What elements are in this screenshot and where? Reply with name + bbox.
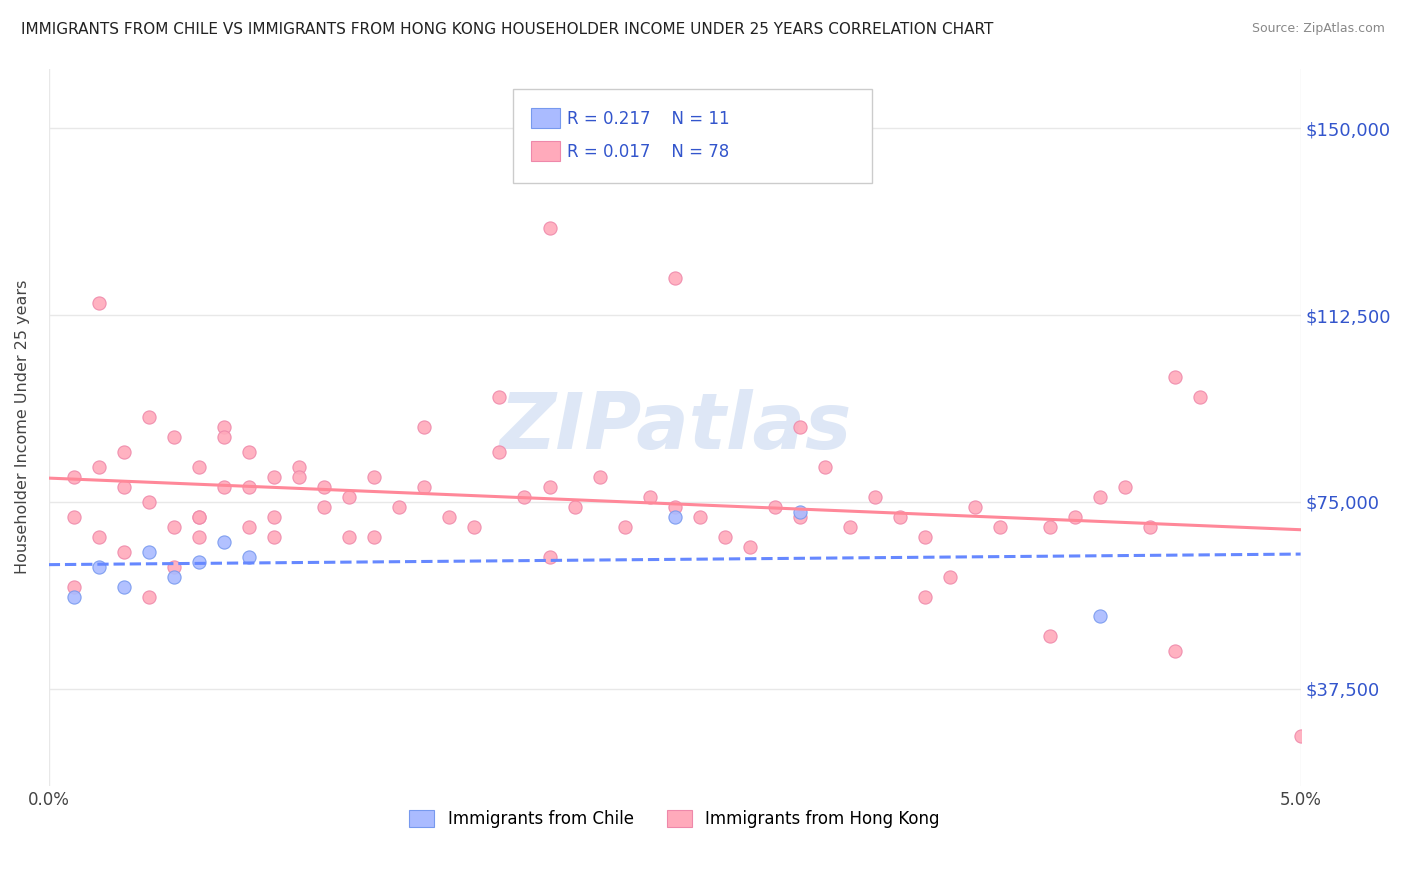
Point [188,555,211,569]
Point [1090,609,1112,624]
Point [188,460,211,475]
Point [988,520,1011,534]
Point [488,445,510,459]
Point [212,430,235,444]
Point [212,534,235,549]
Text: ZIPatlas: ZIPatlas [499,389,851,465]
Point [163,430,186,444]
Point [238,549,260,564]
Point [564,500,586,514]
Point [789,509,811,524]
Point [914,590,936,604]
Point [288,470,311,484]
Point [789,505,811,519]
Point [212,420,235,434]
Point [188,509,211,524]
Point [87,559,110,574]
Point [713,530,735,544]
Point [62,590,84,604]
Point [863,490,886,504]
Point [163,559,186,574]
Point [664,270,686,285]
Point [1039,520,1062,534]
Point [138,590,160,604]
Point [613,520,636,534]
Point [839,520,862,534]
Point [1289,729,1312,743]
Point [314,500,336,514]
Point [965,500,987,514]
Point [62,509,84,524]
Point [87,530,110,544]
Point [62,580,84,594]
Point [789,420,811,434]
Point [1039,629,1062,643]
Point [1164,644,1187,658]
Point [238,520,260,534]
Point [538,480,561,494]
Point [263,470,285,484]
Point [638,490,661,504]
Point [538,549,561,564]
Point [112,544,135,558]
Point [763,500,786,514]
Point [87,295,110,310]
Point [238,445,260,459]
Point [814,460,837,475]
Point [188,530,211,544]
Point [388,500,411,514]
Point [212,480,235,494]
Text: IMMIGRANTS FROM CHILE VS IMMIGRANTS FROM HONG KONG HOUSEHOLDER INCOME UNDER 25 Y: IMMIGRANTS FROM CHILE VS IMMIGRANTS FROM… [21,22,994,37]
Point [439,509,461,524]
Point [664,500,686,514]
Point [463,520,485,534]
Point [413,480,436,494]
Point [1090,490,1112,504]
Point [263,530,285,544]
Point [363,470,385,484]
Point [138,495,160,509]
Point [1139,520,1161,534]
Point [488,390,510,404]
Point [413,420,436,434]
Point [1114,480,1136,494]
Point [288,460,311,475]
Point [112,445,135,459]
Point [939,569,962,583]
Point [889,509,911,524]
Point [1164,370,1187,384]
Point [664,509,686,524]
Point [689,509,711,524]
Point [112,480,135,494]
Text: R = 0.017    N = 78: R = 0.017 N = 78 [567,143,728,161]
Point [513,490,536,504]
Text: R = 0.217    N = 11: R = 0.217 N = 11 [567,110,730,128]
Point [87,460,110,475]
Point [914,530,936,544]
Point [138,410,160,425]
Point [1064,509,1087,524]
Y-axis label: Householder Income Under 25 years: Householder Income Under 25 years [15,280,30,574]
Point [188,509,211,524]
Point [163,569,186,583]
Point [112,580,135,594]
Point [738,540,761,554]
Point [588,470,610,484]
Text: Source: ZipAtlas.com: Source: ZipAtlas.com [1251,22,1385,36]
Point [138,544,160,558]
Point [263,509,285,524]
Point [1189,390,1212,404]
Point [238,480,260,494]
Legend: Immigrants from Chile, Immigrants from Hong Kong: Immigrants from Chile, Immigrants from H… [402,804,946,835]
Point [337,530,360,544]
Point [62,470,84,484]
Point [363,530,385,544]
Point [337,490,360,504]
Point [314,480,336,494]
Point [538,221,561,235]
Point [163,520,186,534]
